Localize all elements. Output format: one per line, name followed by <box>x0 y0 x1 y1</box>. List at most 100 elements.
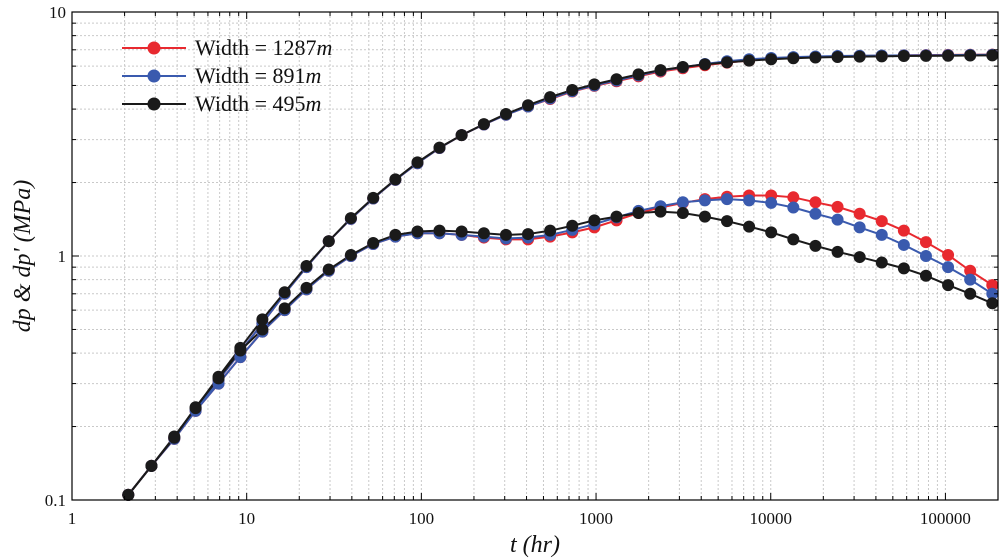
series-line-derivative-2 <box>127 210 993 496</box>
series-point-derivative-2 <box>986 297 999 310</box>
series-point-pressure-2 <box>499 107 512 120</box>
series-point-derivative-2 <box>189 401 202 414</box>
series-point-derivative-2 <box>322 263 335 276</box>
series-point-derivative-2 <box>875 256 888 269</box>
series-point-pressure-2 <box>676 61 689 74</box>
series-point-derivative-0 <box>875 215 888 228</box>
series-point-derivative-1 <box>743 194 756 207</box>
y-axis-title: dp & dp' (MPa) <box>10 180 36 332</box>
series-point-pressure-2 <box>721 56 734 69</box>
legend-marker <box>147 41 161 55</box>
series-point-derivative-0 <box>787 191 800 204</box>
series-point-derivative-2 <box>964 287 977 300</box>
series-point-derivative-2 <box>566 219 579 232</box>
series-point-pressure-2 <box>300 259 313 272</box>
y-tick-label: 0.1 <box>45 491 66 510</box>
series-point-derivative-2 <box>344 248 357 261</box>
legend-label: Width = 891m <box>195 63 321 88</box>
series-point-pressure-2 <box>831 50 844 63</box>
x-tick-label: 100 <box>409 509 435 528</box>
series-point-derivative-1 <box>721 193 734 206</box>
series-point-pressure-2 <box>743 54 756 67</box>
series-point-pressure-2 <box>477 118 490 131</box>
series-point-derivative-1 <box>919 250 932 262</box>
series-point-pressure-2 <box>610 73 623 86</box>
grid <box>71 11 999 501</box>
series-point-derivative-0 <box>831 200 844 213</box>
series-point-derivative-2 <box>145 459 158 472</box>
series-point-derivative-1 <box>676 196 689 209</box>
series-point-pressure-2 <box>942 49 955 62</box>
series-point-derivative-1 <box>765 196 778 209</box>
series-point-derivative-1 <box>986 287 999 300</box>
series-point-pressure-2 <box>919 49 932 62</box>
series-point-derivative-2 <box>831 245 844 258</box>
series-line-derivative-1 <box>127 198 993 496</box>
series-point-derivative-2 <box>721 215 734 228</box>
series-point-derivative-2 <box>632 207 645 220</box>
legend-marker <box>147 69 161 83</box>
series-point-derivative-0 <box>942 248 955 261</box>
series-point-derivative-0 <box>853 207 866 220</box>
series-point-derivative-2 <box>610 210 623 223</box>
series-point-pressure-2 <box>698 58 711 71</box>
series-point-pressure-2 <box>986 49 999 62</box>
series-point-derivative-2 <box>278 302 291 315</box>
series-point-derivative-2 <box>168 431 181 444</box>
series-point-derivative-0 <box>809 196 822 209</box>
series-point-pressure-2 <box>588 78 601 91</box>
series-point-derivative-2 <box>809 239 822 252</box>
series-points <box>122 48 999 501</box>
series-point-derivative-2 <box>698 210 711 223</box>
series-point-derivative-1 <box>853 221 866 234</box>
series-point-derivative-2 <box>544 224 557 237</box>
series-point-derivative-2 <box>919 269 932 282</box>
series-point-derivative-2 <box>411 225 424 238</box>
series-point-pressure-2 <box>765 53 778 66</box>
series-line-pressure-1 <box>127 53 993 496</box>
series-point-pressure-2 <box>344 212 357 225</box>
series-point-derivative-2 <box>433 224 446 237</box>
series-point-pressure-2 <box>809 51 822 64</box>
series-point-pressure-2 <box>367 191 380 204</box>
series-point-pressure-2 <box>322 235 335 248</box>
series-line-derivative-0 <box>127 194 993 496</box>
series-point-derivative-1 <box>787 201 800 214</box>
series-point-derivative-2 <box>367 237 380 250</box>
y-tick-label: 10 <box>49 3 66 22</box>
series-point-pressure-2 <box>654 64 667 77</box>
series-lines <box>127 53 993 496</box>
series-point-derivative-2 <box>654 205 667 218</box>
x-tick-label: 1000 <box>579 509 613 528</box>
series-point-derivative-2 <box>234 344 247 357</box>
series-line-pressure-2 <box>127 54 993 496</box>
series-point-derivative-2 <box>743 220 756 233</box>
series-point-derivative-2 <box>853 251 866 264</box>
series-line-pressure-0 <box>127 53 993 496</box>
series-point-pressure-2 <box>455 129 468 142</box>
series-point-derivative-1 <box>875 228 888 241</box>
series-point-derivative-1 <box>698 194 711 207</box>
series-point-derivative-2 <box>389 228 402 241</box>
series-point-derivative-2 <box>300 281 313 294</box>
series-point-pressure-2 <box>522 99 535 112</box>
legend: Width = 1287m Width = 891m Width = 495m <box>122 35 332 116</box>
series-point-derivative-1 <box>942 261 955 274</box>
series-point-pressure-2 <box>964 49 977 62</box>
series-point-derivative-2 <box>455 225 468 238</box>
series-point-pressure-2 <box>433 141 446 154</box>
series-point-pressure-2 <box>389 173 402 186</box>
series-point-derivative-0 <box>919 236 932 249</box>
series-point-pressure-2 <box>566 83 579 96</box>
series-point-derivative-2 <box>676 207 689 220</box>
legend-marker <box>147 97 161 111</box>
series-point-derivative-1 <box>897 238 910 251</box>
series-point-derivative-2 <box>787 233 800 246</box>
series-point-derivative-0 <box>897 224 910 237</box>
series-point-derivative-2 <box>499 228 512 241</box>
series-point-pressure-2 <box>256 313 269 326</box>
x-tick-label: 10 <box>238 509 255 528</box>
series-point-derivative-2 <box>765 226 778 239</box>
series-point-derivative-0 <box>986 279 999 292</box>
